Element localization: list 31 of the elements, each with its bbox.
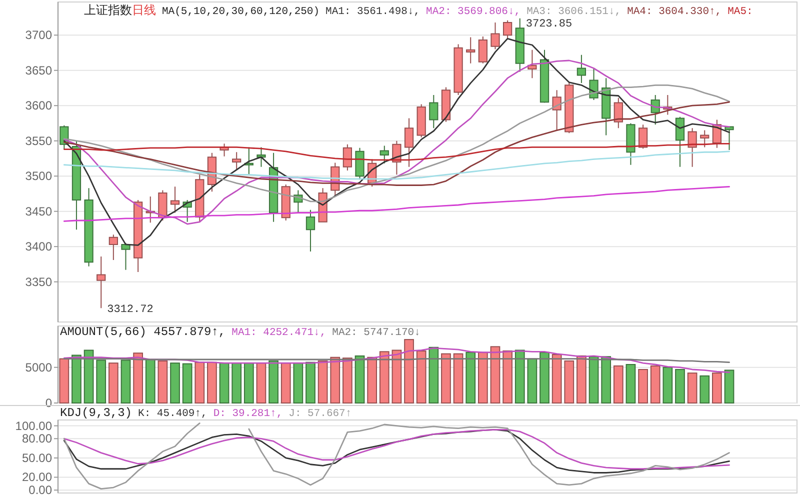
- y-tick-label: 3500: [25, 169, 52, 184]
- y-tick-label: 0.00: [28, 483, 52, 498]
- chart-title: KDJ(9,3,3): [60, 406, 132, 420]
- y-tick-label: 5000: [25, 360, 52, 374]
- annotation: 3723.85: [526, 18, 572, 30]
- y-tick-label: 3650: [25, 63, 52, 78]
- y-tick-label: 3700: [25, 28, 52, 42]
- y-tick-label: 100.00: [15, 418, 52, 433]
- text: MA5:: [728, 6, 753, 18]
- y-tick-label: 3550: [25, 134, 52, 148]
- text: MA3: 3606.151↓,: [526, 6, 622, 18]
- y-tick-label: 20.00: [22, 470, 52, 484]
- chart-title: AMOUNT(5,66) 4557.879↑,: [60, 325, 226, 339]
- legend-title: MA(5,10,20,30,60,120,250): [162, 6, 320, 18]
- text: D: 39.281↑,: [213, 408, 283, 420]
- series-label: MA2: 5747.170↓: [332, 327, 420, 339]
- text: MA1: 4252.471↓,: [232, 327, 326, 339]
- annotation: 3312.72: [107, 304, 154, 316]
- y-tick-label: 3350: [25, 274, 52, 289]
- chart-title: 上证指数: [84, 4, 132, 18]
- y-tick-label: 3600: [25, 98, 52, 113]
- text: MA4: 3604.330↑,: [627, 6, 722, 18]
- y-tick-label: 80.00: [22, 432, 52, 446]
- text: MA2: 3569.806↓,: [426, 6, 521, 18]
- y-tick-label: 3450: [25, 204, 52, 218]
- text: MA1: 3561.498↓,: [326, 6, 420, 18]
- series-label: J: 57.667↑: [288, 408, 352, 420]
- y-tick-label: 3400: [25, 240, 52, 254]
- chart-subtitle: 日线: [132, 4, 156, 18]
- y-tick-label: 50.00: [22, 450, 52, 465]
- series-label: K: 45.409↑,: [138, 408, 208, 420]
